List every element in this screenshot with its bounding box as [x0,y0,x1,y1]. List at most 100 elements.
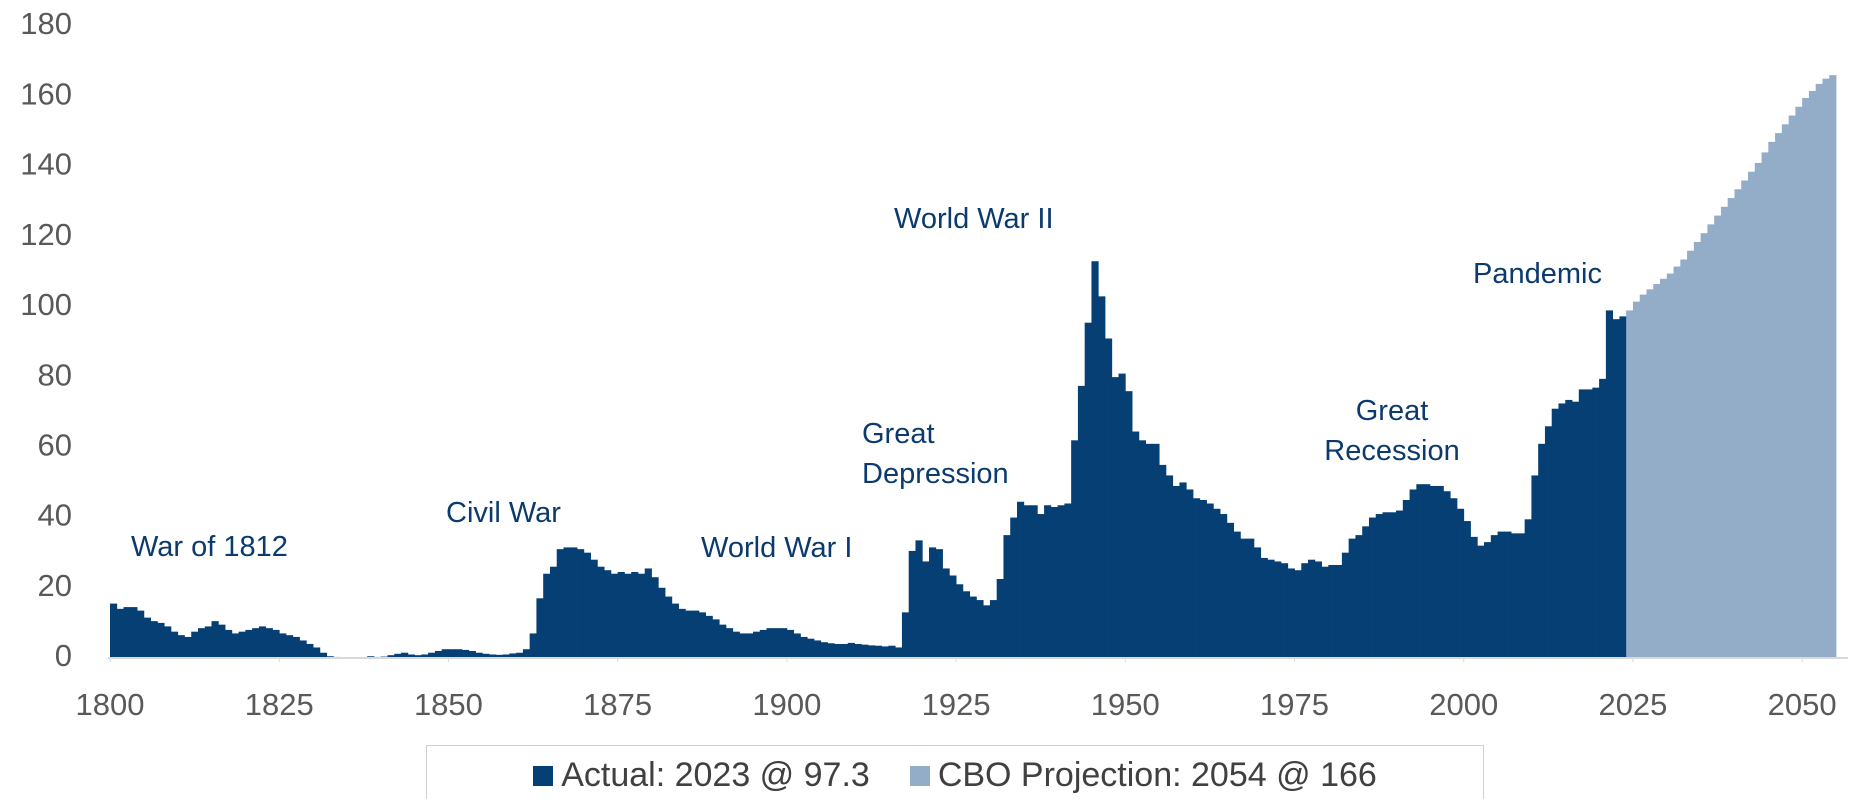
bar [1098,296,1106,658]
bar [1125,391,1133,658]
bar [522,649,531,658]
bar [1280,563,1289,658]
bar [1091,261,1099,658]
bar [827,643,835,658]
bar [962,591,971,658]
bar [1423,484,1431,658]
bar [150,621,158,658]
bar [868,645,876,658]
bar [1382,512,1390,658]
bar [468,650,476,658]
bar [157,622,165,658]
bar [570,547,578,658]
bar [1145,443,1153,658]
bar [1132,431,1140,658]
bar [1639,294,1647,658]
bar [969,596,977,658]
bar [1754,162,1762,658]
bar [617,571,625,658]
bar [1186,489,1194,658]
bar [292,636,300,658]
bar [549,566,558,658]
bar [719,624,727,658]
bar [929,547,937,658]
bar [1044,505,1052,658]
bar [170,631,179,658]
bar [543,573,551,658]
bar [1321,566,1329,658]
y-tick-label: 140 [20,147,72,182]
bar [1748,171,1756,658]
bar [1368,517,1377,658]
bar [1267,559,1275,658]
bar [1538,443,1546,658]
bar [881,646,889,658]
legend-item: CBO Projection: 2054 @ 166 [909,756,1377,795]
y-tick-label: 40 [38,498,72,533]
bar [1605,310,1614,658]
bar [1084,322,1092,658]
bar [1761,152,1769,658]
bar [665,596,673,658]
bar [1192,498,1201,658]
bar [475,652,483,658]
bar [651,577,659,658]
bar [110,603,118,658]
bar [671,603,679,658]
bar [786,629,795,658]
bar [1741,180,1749,658]
bar [177,635,185,658]
bar [1443,491,1451,658]
y-tick-label: 60 [38,428,72,463]
bar [637,573,646,658]
bar [1484,542,1492,658]
bar [313,647,321,658]
bar [137,610,145,658]
bar [590,559,598,658]
x-tick-label: 1800 [76,687,145,722]
bar [1565,399,1573,658]
bar [516,652,524,658]
bar [888,645,896,658]
x-tick-label: 1900 [752,687,821,722]
bar [1016,501,1025,658]
bar [414,655,422,658]
bar [1680,259,1688,658]
bar [1815,83,1823,658]
y-tick-label: 80 [38,357,72,392]
bar [1077,385,1086,658]
bar [461,649,470,658]
bar [191,631,199,658]
x-tick-label: 1875 [583,687,652,722]
bar [1802,97,1810,658]
bar [164,626,172,658]
annotation: Great Recession [1324,395,1460,467]
bar [502,654,510,658]
bar [1795,106,1803,658]
y-tick-label: 0 [55,638,72,673]
bar [1389,512,1397,658]
bar [705,615,713,658]
bar [265,628,273,658]
bar [231,633,240,658]
bar [285,635,294,658]
bar [983,605,991,658]
legend: Actual: 2023 @ 97.3 CBO Projection: 2054 … [426,745,1484,799]
bar [529,633,537,658]
bar [1335,564,1343,658]
bar [1409,489,1417,658]
bar [211,621,219,658]
bar [1490,535,1498,658]
bar [130,607,138,658]
bar [1328,564,1336,658]
bar [1050,507,1059,658]
bar [1727,198,1735,659]
bar [1240,538,1248,658]
bar [820,642,828,658]
bar [1314,561,1322,658]
bar [692,610,700,658]
bar [245,629,253,658]
bar [1720,206,1729,659]
bar [306,643,314,658]
y-tick-label: 180 [20,6,72,41]
